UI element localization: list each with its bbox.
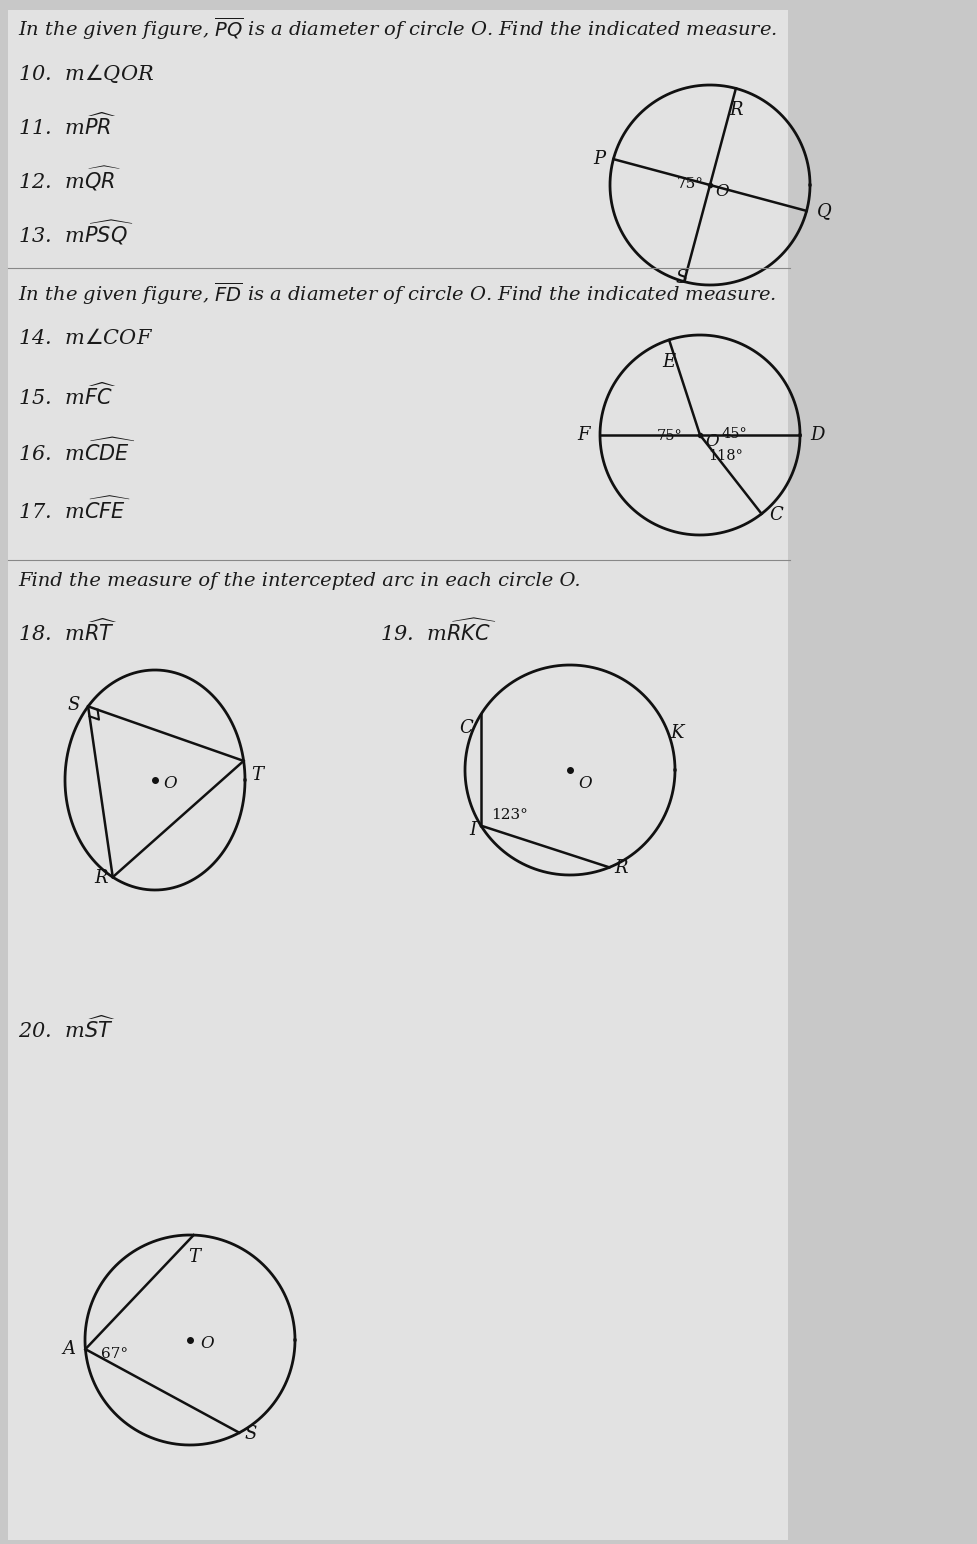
Text: R: R	[729, 102, 742, 119]
Text: 16.  m$\widehat{CDE}$: 16. m$\widehat{CDE}$	[18, 438, 136, 465]
Text: O: O	[714, 184, 728, 201]
Text: C: C	[459, 720, 473, 738]
Text: 12.  m$\widehat{QR}$: 12. m$\widehat{QR}$	[18, 165, 121, 193]
Text: T: T	[188, 1248, 199, 1266]
Text: S: S	[67, 696, 80, 715]
Text: R: R	[94, 869, 107, 888]
Text: 13.  m$\widehat{PSQ}$: 13. m$\widehat{PSQ}$	[18, 218, 134, 247]
Text: O: O	[163, 775, 177, 792]
Text: 15.  m$\widehat{FC}$: 15. m$\widehat{FC}$	[18, 381, 116, 409]
Text: S: S	[244, 1425, 256, 1442]
Text: C: C	[769, 506, 783, 523]
Text: 75°: 75°	[676, 178, 703, 191]
Text: In the given figure, $\overline{PQ}$ is a diameter of circle O. Find the indicat: In the given figure, $\overline{PQ}$ is …	[18, 15, 777, 42]
Text: O: O	[577, 775, 591, 792]
Text: 75°: 75°	[656, 429, 681, 443]
Text: 67°: 67°	[102, 1348, 128, 1362]
Text: F: F	[576, 426, 589, 445]
Text: D: D	[809, 426, 824, 445]
Text: 10.  m$\angle$QOR: 10. m$\angle$QOR	[18, 62, 154, 85]
Text: 123°: 123°	[490, 808, 528, 821]
Text: 45°: 45°	[721, 428, 747, 442]
Text: Find the measure of the intercepted arc in each circle O.: Find the measure of the intercepted arc …	[18, 571, 580, 590]
Text: K: K	[670, 724, 684, 741]
Text: 17.  m$\widehat{CFE}$: 17. m$\widehat{CFE}$	[18, 496, 131, 523]
Text: 14.  m$\angle$COF: 14. m$\angle$COF	[18, 327, 153, 347]
Text: I: I	[468, 821, 476, 838]
Text: 19.  m$\widehat{RKC}$: 19. m$\widehat{RKC}$	[380, 618, 496, 645]
Text: O: O	[704, 432, 718, 449]
Text: S: S	[675, 269, 688, 287]
Text: 11.  m$\widehat{PR}$: 11. m$\widehat{PR}$	[18, 113, 117, 139]
FancyBboxPatch shape	[8, 9, 787, 1539]
Text: E: E	[661, 354, 675, 371]
Text: O: O	[199, 1336, 213, 1353]
Text: 118°: 118°	[707, 449, 743, 463]
Text: In the given figure, $\overline{FD}$ is a diameter of circle O. Find the indicat: In the given figure, $\overline{FD}$ is …	[18, 279, 776, 307]
Text: R: R	[614, 860, 627, 877]
Text: 20.  m$\widehat{ST}$: 20. m$\widehat{ST}$	[18, 1014, 115, 1042]
Text: P: P	[593, 150, 605, 168]
Text: Q: Q	[816, 202, 830, 219]
Text: 18.  m$\widehat{RT}$: 18. m$\widehat{RT}$	[18, 618, 117, 644]
Text: T: T	[251, 766, 264, 784]
Text: A: A	[63, 1340, 75, 1359]
